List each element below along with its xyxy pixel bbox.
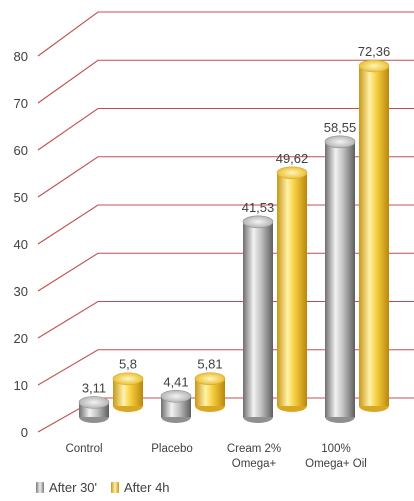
- bar-top: [194, 372, 226, 385]
- y-tick-label-30: 30: [14, 284, 28, 299]
- bar-top: [276, 166, 308, 180]
- category-label-3: 100% Omega+ Oil: [305, 443, 367, 470]
- bar-after-30-1: [160, 389, 192, 423]
- bar-top: [112, 372, 144, 386]
- bar-body: [277, 172, 307, 406]
- y-tick-label-40: 40: [14, 237, 28, 252]
- bar-after-4h-3: [358, 59, 390, 412]
- legend: After 30' After 4h: [36, 480, 170, 495]
- y-tick-label-10: 10: [14, 378, 28, 393]
- gridline-10: [37, 349, 414, 386]
- bar-after-30-3: [324, 135, 356, 423]
- gridline-40: [37, 204, 414, 245]
- bar-top: [358, 59, 390, 73]
- bar-body: [359, 65, 389, 407]
- data-label-after-4h-0: 5,8: [119, 357, 137, 372]
- data-label-after-4h-3: 72,36: [358, 44, 391, 59]
- legend-label-after-4h: After 4h: [124, 480, 170, 495]
- gridline-80: [37, 11, 414, 57]
- bar-top: [78, 396, 110, 409]
- category-label-2: Cream 2% Omega+: [227, 443, 281, 470]
- bar-body: [325, 141, 355, 417]
- bar-after-30-0: [78, 396, 110, 423]
- gridline-20: [37, 300, 414, 339]
- data-label-after-30-0: 3,11: [82, 380, 106, 395]
- y-tick-label-0: 0: [21, 425, 28, 440]
- data-label-after-4h-1: 5,81: [197, 357, 222, 372]
- bar-top: [324, 135, 356, 149]
- category-label-1: Placebo: [151, 443, 193, 455]
- y-tick-label-20: 20: [14, 331, 28, 346]
- bar-after-30-2: [242, 215, 274, 423]
- y-tick-label-70: 70: [14, 96, 28, 111]
- data-label-after-30-1: 4,41: [163, 374, 188, 389]
- y-tick-label-80: 80: [14, 49, 28, 64]
- data-label-after-30-3: 58,55: [324, 120, 357, 135]
- data-label-after-30-2: 41,53: [242, 200, 275, 215]
- category-label-0: Control: [65, 443, 102, 455]
- bar-top: [160, 389, 192, 403]
- y-tick-label-60: 60: [14, 143, 28, 158]
- legend-swatch-gold: [111, 482, 120, 493]
- legend-label-after-30: After 30': [49, 480, 98, 495]
- gridline-50: [37, 156, 414, 198]
- gridline-60: [37, 107, 414, 151]
- gridline-70: [37, 59, 414, 104]
- bar-after-4h-0: [112, 372, 144, 412]
- bar-after-4h-2: [276, 166, 308, 412]
- bar-top: [242, 215, 274, 229]
- data-label-after-4h-2: 49,62: [276, 151, 309, 166]
- bar-after-4h-1: [194, 372, 226, 412]
- legend-swatch-gray: [36, 482, 44, 493]
- y-tick-label-50: 50: [14, 190, 28, 205]
- legend-item-after-4h: After 4h: [111, 480, 170, 495]
- bar-body: [243, 221, 273, 417]
- legend-item-after-30: After 30': [36, 480, 97, 495]
- gridline-30: [37, 252, 414, 292]
